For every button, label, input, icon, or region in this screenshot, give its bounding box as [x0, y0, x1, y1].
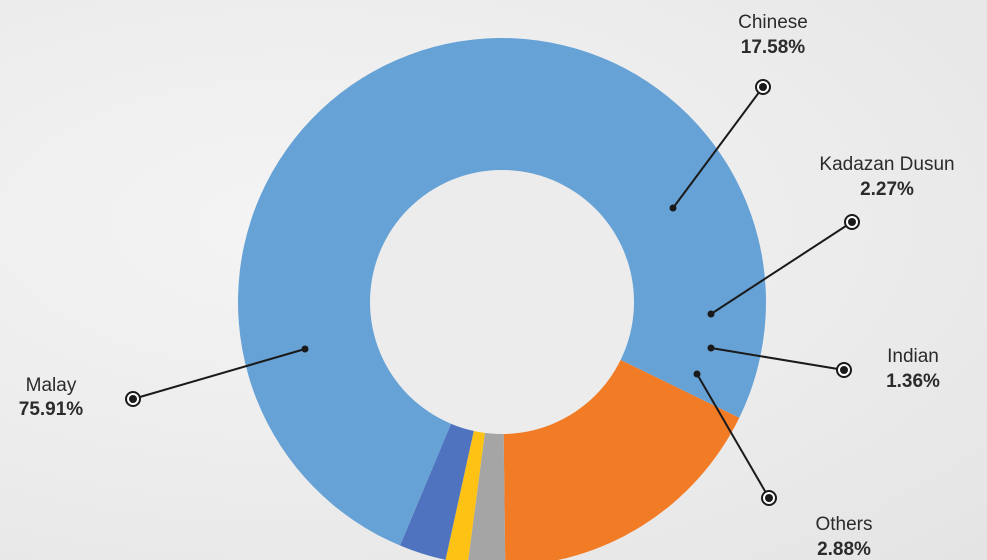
slice-label-name: Others — [815, 514, 872, 535]
leader-end-dot — [840, 366, 848, 374]
leader-end-dot — [129, 395, 137, 403]
leader-line-group — [125, 79, 860, 506]
leader-anchor-dot — [693, 370, 701, 378]
slice-label-value: 17.58% — [741, 37, 806, 58]
slice-label-name: Kadazan Dusun — [819, 154, 954, 175]
leader-line-kadazan-dusun — [710, 221, 853, 315]
slice-label-value: 75.91% — [19, 399, 84, 420]
leader-anchor-dot — [669, 204, 677, 212]
slice-label-value: 2.88% — [817, 539, 871, 560]
leader-line-indian — [710, 347, 845, 371]
label-group: Chinese 17.58% Kadazan Dusun 2.27% Indian 1.3… — [19, 12, 955, 560]
slice-label-name: Malay — [26, 375, 77, 396]
leader-end-dot — [848, 218, 856, 226]
leader-end-dot — [765, 494, 773, 502]
slice-label-name: Indian — [887, 346, 939, 367]
slice-label-value: 1.36% — [886, 371, 940, 392]
leader-line-chinese — [672, 86, 764, 209]
donut-hole — [370, 170, 634, 434]
slice-label-name: Chinese — [738, 12, 808, 33]
leader-anchor-dot — [301, 345, 309, 353]
leader-line-others — [696, 373, 770, 499]
slice-label-value: 2.27% — [860, 179, 914, 200]
leader-end-dot — [759, 83, 767, 91]
leader-line-malay — [132, 348, 306, 400]
leader-anchor-dot — [707, 344, 715, 352]
leader-anchor-dot — [707, 310, 715, 318]
